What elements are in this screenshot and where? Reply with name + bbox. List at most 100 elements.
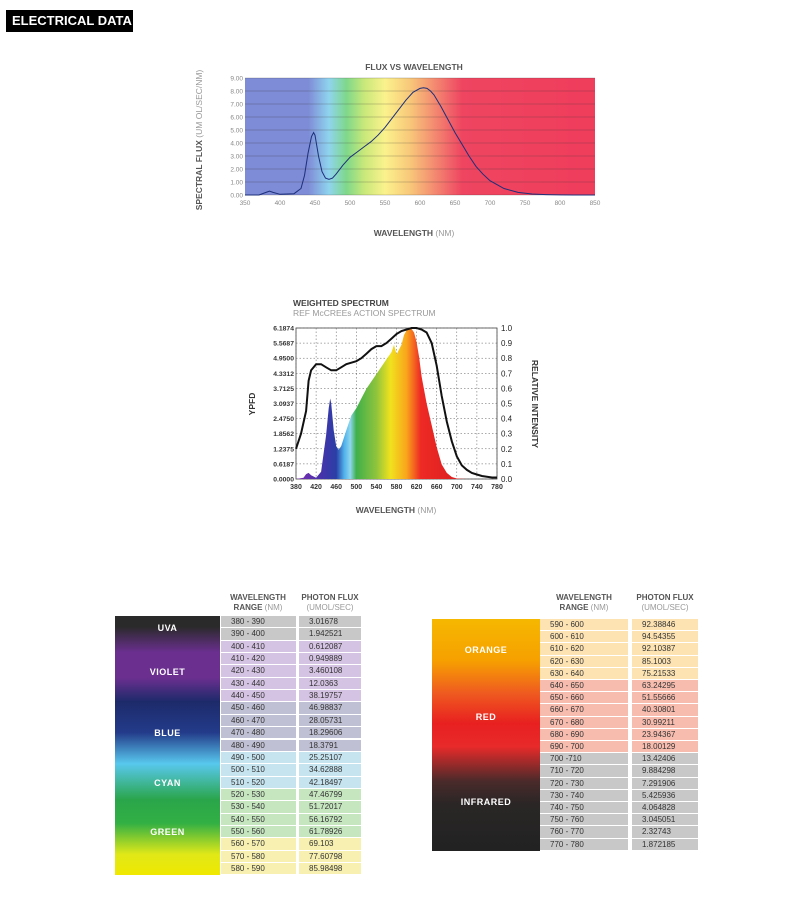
photon-flux-cell: 23.94367 [632,728,698,741]
band-label: VIOLET [149,666,186,677]
section-header: ELECTRICAL DATA [6,10,133,32]
table-row: 720 - 730 7.291906 [540,777,698,790]
table-row: 390 - 400 1.942521 [221,628,361,641]
photon-flux-cell: 7.291906 [632,777,698,790]
wavelength-range-cell: 660 - 670 [540,704,628,717]
chart2-x-axis-label: WAVELENGTH (NM) [356,505,437,515]
chart1-y-tick-label: 5.00 [230,128,243,135]
table-row: 710 - 720 9.884298 [540,765,698,778]
chart2-y2-tick-label: 0.0 [501,475,513,484]
wavelength-range-cell: 540 - 550 [221,813,296,826]
chart2-x-tick-label: 460 [330,484,342,491]
chart2-y-tick-label: 0.6187 [273,461,294,468]
wavelength-range-cell: 450 - 460 [221,702,296,715]
photon-flux-cell: 1.872185 [632,838,698,851]
chart2-x-tick-label: 580 [391,484,403,491]
wavelength-range-cell: 590 - 600 [540,619,628,632]
chart2-title: WEIGHTED SPECTRUM [293,298,389,308]
chart1-x-tick-label: 750 [520,200,531,207]
chart2-y2-tick-label: 0.6 [501,384,513,393]
chart2-y2-axis-label: RELATIVE INTENSITY [530,360,540,448]
wavelength-range-cell: 770 - 780 [540,838,628,851]
wavelength-range-cell: 430 - 440 [221,677,296,691]
photon-flux-cell: 51.55666 [632,692,698,705]
wavelength-range-cell: 530 - 540 [221,801,296,814]
chart2-x-tick-label: 380 [290,484,302,491]
photon-flux-cell: 25.25107 [299,751,361,765]
photon-flux-cell: 5.425936 [632,789,698,802]
photon-flux-cell: 18.3791 [299,739,361,752]
photon-flux-cell: 1.942521 [299,628,361,641]
chart1-x-tick-label: 500 [345,200,356,207]
wavelength-range-cell: 390 - 400 [221,628,296,641]
photon-flux-cell: 13.42406 [632,753,698,766]
chart1-x-tick-label: 800 [555,200,566,207]
chart1-y-tick-label: 1.00 [230,180,243,187]
chart2-y-tick-label: 3.7125 [273,386,294,393]
chart2-y-tick-label: 4.9500 [273,356,294,363]
chart1-y-tick-label: 9.00 [230,76,243,83]
photon-flux-cell: 18.00129 [632,741,698,754]
table-row: 580 - 590 85.98498 [221,863,361,876]
photon-flux-cell: 12.0363 [299,677,361,691]
band-column: UVA VIOLET BLUE CYAN GREEN YELLOW [115,616,220,887]
chart2-ypfd-area [296,328,497,479]
photon-flux-cell: 34.62888 [299,764,361,777]
table-row: 530 - 540 51.72017 [221,801,361,814]
chart1-x-tick-label: 450 [310,200,321,207]
photon-flux-cell: 9.884298 [632,765,698,778]
table-row: 760 - 770 2.32743 [540,826,698,839]
wavelength-range-cell: 670 - 680 [540,716,628,729]
chart1-x-tick-label: 550 [380,200,391,207]
chart1-y-tick-label: 4.00 [230,141,243,148]
photon-flux-cell: 56.16792 [299,813,361,826]
chart1-x-tick-label: 700 [485,200,496,207]
chart2-y2-tick-label: 0.2 [501,445,513,454]
table-row: 630 - 640 75.21533 [540,667,698,680]
chart2-y-tick-label: 1.8562 [273,431,294,438]
weighted-spectrum-chart: WEIGHTED SPECTRUM REF McCREEs ACTION SPE… [247,298,540,515]
chart2-y-tick-label: 3.0937 [273,401,294,408]
photon-flux-cell: 69.103 [299,838,361,851]
wavelength-range-cell: 550 - 560 [221,825,296,839]
wavelength-range-cell: 560 - 570 [221,838,296,851]
wavelength-range-cell: 680 - 690 [540,728,628,741]
chart2-y2-tick-label: 0.4 [501,415,513,424]
band-label: CYAN [154,777,181,788]
chart1-x-axis-label: WAVELENGTH (NM) [374,228,455,238]
band-label: RED [475,711,497,722]
wavelength-range-cell: 760 - 770 [540,826,628,839]
chart2-y-ticks: 0.0000 0.6187 1.2375 1.8562 2.4750 3.0937 3.71… [273,326,294,484]
band-label: INFRARED [460,797,512,807]
chart1-x-tick-label: 600 [415,200,426,207]
table-row: 450 - 460 46.98837 [221,702,361,715]
chart1-x-tick-label: 400 [275,200,286,207]
table-row: 730 - 740 5.425936 [540,789,698,802]
wavelength-range-cell: 730 - 740 [540,789,628,802]
photon-flux-cell: 94.54355 [632,631,698,644]
photon-flux-cell: 46.98837 [299,702,361,715]
table-row: 400 - 410 0.612087 [221,640,361,654]
chart2-x-tick-label: 620 [411,484,423,491]
photon-flux-cell: 51.72017 [299,801,361,814]
band-label: GREEN [150,827,185,838]
photon-flux-cell: 4.064828 [632,802,698,815]
photon-flux-cell: 92.10387 [632,643,698,656]
wavelength-range-cell: 620 - 630 [540,655,628,668]
wavelength-range-cell: 510 - 520 [221,776,296,789]
table-row: 440 - 450 38.19757 [221,690,361,703]
chart2-y2-tick-label: 0.7 [501,369,513,378]
band-label: BLUE [154,728,181,739]
band-label: YELLOW [146,876,189,887]
photon-flux-cell: 40.30801 [632,704,698,717]
chart1-y-tick-label: 2.00 [230,167,243,174]
chart2-y-tick-label: 5.5687 [273,341,294,348]
photon-flux-cell: 92.38846 [632,619,698,632]
chart1-y-tick-label: 7.00 [230,102,243,109]
table-row: 680 - 690 23.94367 [540,728,698,741]
wavelength-range-cell: 520 - 530 [221,788,296,802]
photon-flux-cell: 77.60798 [299,850,361,863]
wavelength-range-cell: 470 - 480 [221,727,296,740]
table-row: 470 - 480 18.29606 [221,727,361,740]
chart1-y-tick-label: 0.00 [230,193,243,200]
